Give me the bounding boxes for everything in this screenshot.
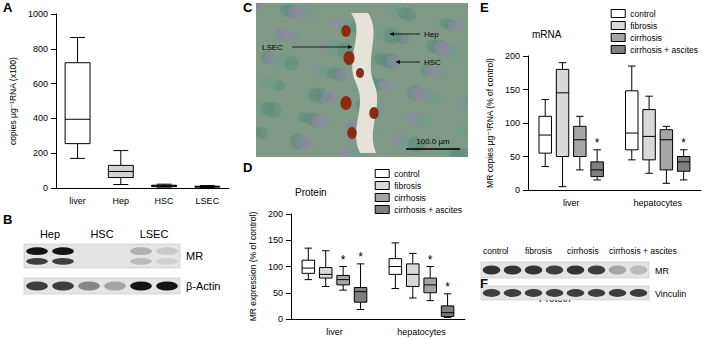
svg-text:0: 0 xyxy=(43,183,48,193)
svg-text:β-Actin: β-Actin xyxy=(186,280,220,292)
svg-text:cirrhosis + ascites: cirrhosis + ascites xyxy=(630,45,698,55)
svg-text:100.0 µm: 100.0 µm xyxy=(416,137,450,146)
svg-text:100: 100 xyxy=(268,262,283,272)
svg-text:liver: liver xyxy=(326,327,343,337)
svg-text:*: * xyxy=(428,253,433,267)
svg-text:Hep: Hep xyxy=(113,196,130,206)
svg-text:Hep: Hep xyxy=(424,30,439,39)
svg-text:*: * xyxy=(341,253,346,267)
svg-text:200: 200 xyxy=(505,51,520,61)
html-text:A: A xyxy=(3,0,13,15)
svg-text:control: control xyxy=(630,9,656,19)
svg-text:fibrosis: fibrosis xyxy=(394,181,421,191)
svg-text:HSC: HSC xyxy=(424,58,441,67)
svg-text:400: 400 xyxy=(33,113,48,123)
svg-text:HSC: HSC xyxy=(90,228,113,240)
svg-text:control: control xyxy=(483,246,509,256)
svg-text:MR expression (% of control): MR expression (% of control) xyxy=(248,212,258,322)
svg-text:MR copies µg⁻¹RNA (% of contro: MR copies µg⁻¹RNA (% of control) xyxy=(485,58,495,188)
svg-text:200: 200 xyxy=(268,209,283,219)
svg-text:fibrosis: fibrosis xyxy=(630,21,657,31)
svg-text:50: 50 xyxy=(510,152,520,162)
html-text:D: D xyxy=(243,160,253,175)
svg-text:cirrhosis: cirrhosis xyxy=(630,33,662,43)
svg-text:mRNA: mRNA xyxy=(532,29,562,40)
svg-text:*: * xyxy=(358,250,363,264)
html-text:F: F xyxy=(480,276,488,291)
html-text:B: B xyxy=(3,212,13,227)
svg-text:150: 150 xyxy=(268,235,283,245)
svg-text:MR: MR xyxy=(655,266,669,276)
svg-text:liver: liver xyxy=(69,196,86,206)
svg-text:50: 50 xyxy=(273,288,283,298)
svg-text:100: 100 xyxy=(505,118,520,128)
svg-text:fibrosis: fibrosis xyxy=(525,246,552,256)
svg-text:cirrhosis: cirrhosis xyxy=(567,246,599,256)
html-text:C: C xyxy=(243,0,253,15)
svg-text:hepatocytes: hepatocytes xyxy=(397,327,446,337)
svg-text:liver: liver xyxy=(563,198,580,208)
svg-text:copies µg⁻¹RNA (x100): copies µg⁻¹RNA (x100) xyxy=(8,57,18,145)
svg-text:HSC: HSC xyxy=(155,196,175,206)
svg-text:MR: MR xyxy=(186,250,203,262)
svg-text:Hep: Hep xyxy=(40,228,60,240)
svg-text:0: 0 xyxy=(515,185,520,195)
svg-text:Protein: Protein xyxy=(295,187,327,198)
svg-text:control: control xyxy=(394,169,420,179)
svg-text:Vinculin: Vinculin xyxy=(655,289,686,299)
svg-text:800: 800 xyxy=(33,44,48,54)
svg-text:cirrhosis + ascites: cirrhosis + ascites xyxy=(609,246,677,256)
svg-text:cirrhosis + ascites: cirrhosis + ascites xyxy=(394,205,462,215)
svg-text:600: 600 xyxy=(33,79,48,89)
svg-text:200: 200 xyxy=(33,148,48,158)
svg-text:0: 0 xyxy=(278,314,283,324)
svg-text:LSEC: LSEC xyxy=(196,196,220,206)
svg-text:*: * xyxy=(595,136,600,150)
svg-text:1000: 1000 xyxy=(28,9,48,19)
svg-text:LSEC: LSEC xyxy=(140,228,169,240)
svg-text:*: * xyxy=(445,280,450,294)
svg-text:hepatocytes: hepatocytes xyxy=(633,198,682,208)
svg-text:*: * xyxy=(681,136,686,150)
svg-text:LSEC: LSEC xyxy=(262,43,283,52)
html-text:E: E xyxy=(480,0,489,15)
svg-text:150: 150 xyxy=(505,85,520,95)
svg-text:cirrhosis: cirrhosis xyxy=(394,193,426,203)
